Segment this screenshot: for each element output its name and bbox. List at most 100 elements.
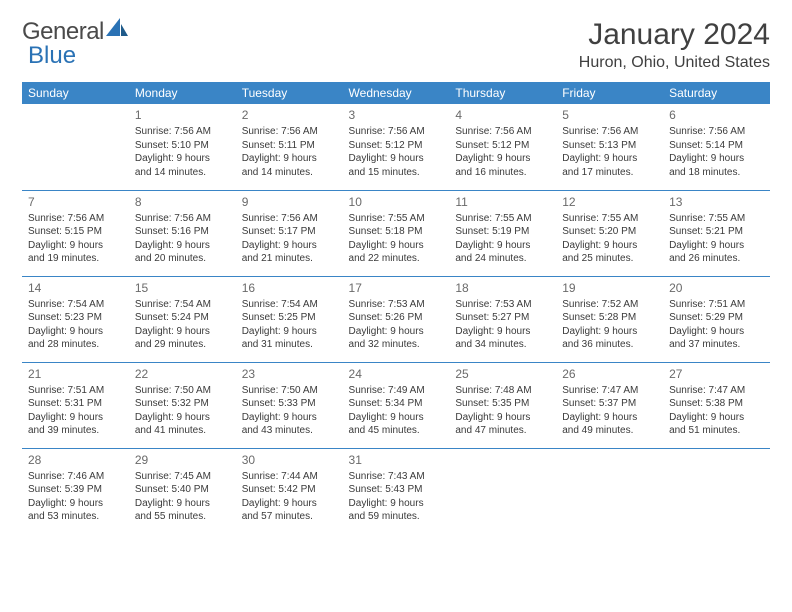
daylight-line1: Daylight: 9 hours	[242, 411, 337, 425]
daylight-line2: and 59 minutes.	[349, 510, 444, 524]
header: General January 2024 Huron, Ohio, United…	[22, 18, 770, 72]
daylight-line1: Daylight: 9 hours	[242, 152, 337, 166]
calendar-cell: 2Sunrise: 7:56 AMSunset: 5:11 PMDaylight…	[236, 104, 343, 190]
calendar-cell	[556, 448, 663, 534]
daylight-line1: Daylight: 9 hours	[28, 325, 123, 339]
sunset-text: Sunset: 5:35 PM	[455, 397, 550, 411]
daylight-line2: and 41 minutes.	[135, 424, 230, 438]
daylight-line2: and 25 minutes.	[562, 252, 657, 266]
day-number: 11	[455, 194, 550, 210]
sunset-text: Sunset: 5:33 PM	[242, 397, 337, 411]
day-number: 16	[242, 280, 337, 296]
sunrise-text: Sunrise: 7:56 AM	[242, 125, 337, 139]
day-number: 29	[135, 452, 230, 468]
location: Huron, Ohio, United States	[579, 54, 770, 72]
calendar-cell: 16Sunrise: 7:54 AMSunset: 5:25 PMDayligh…	[236, 276, 343, 362]
day-number: 25	[455, 366, 550, 382]
day-number: 26	[562, 366, 657, 382]
sunrise-text: Sunrise: 7:56 AM	[135, 212, 230, 226]
daylight-line2: and 29 minutes.	[135, 338, 230, 352]
sunrise-text: Sunrise: 7:56 AM	[28, 212, 123, 226]
sunset-text: Sunset: 5:38 PM	[669, 397, 764, 411]
calendar-cell	[22, 104, 129, 190]
calendar-cell: 1Sunrise: 7:56 AMSunset: 5:10 PMDaylight…	[129, 104, 236, 190]
sunset-text: Sunset: 5:16 PM	[135, 225, 230, 239]
sunset-text: Sunset: 5:40 PM	[135, 483, 230, 497]
calendar-cell: 10Sunrise: 7:55 AMSunset: 5:18 PMDayligh…	[343, 190, 450, 276]
calendar-cell: 3Sunrise: 7:56 AMSunset: 5:12 PMDaylight…	[343, 104, 450, 190]
sunset-text: Sunset: 5:24 PM	[135, 311, 230, 325]
calendar-cell: 12Sunrise: 7:55 AMSunset: 5:20 PMDayligh…	[556, 190, 663, 276]
month-title: January 2024	[579, 18, 770, 52]
day-number: 5	[562, 107, 657, 123]
sunset-text: Sunset: 5:18 PM	[349, 225, 444, 239]
calendar-cell: 4Sunrise: 7:56 AMSunset: 5:12 PMDaylight…	[449, 104, 556, 190]
day-number: 23	[242, 366, 337, 382]
daylight-line2: and 53 minutes.	[28, 510, 123, 524]
daylight-line2: and 31 minutes.	[242, 338, 337, 352]
daylight-line1: Daylight: 9 hours	[669, 411, 764, 425]
day-number: 19	[562, 280, 657, 296]
sunrise-text: Sunrise: 7:55 AM	[669, 212, 764, 226]
daylight-line1: Daylight: 9 hours	[349, 497, 444, 511]
calendar-cell: 24Sunrise: 7:49 AMSunset: 5:34 PMDayligh…	[343, 362, 450, 448]
calendar-cell: 29Sunrise: 7:45 AMSunset: 5:40 PMDayligh…	[129, 448, 236, 534]
sunrise-text: Sunrise: 7:43 AM	[349, 470, 444, 484]
weekday-header: Sunday	[22, 82, 129, 104]
sunrise-text: Sunrise: 7:47 AM	[562, 384, 657, 398]
daylight-line2: and 45 minutes.	[349, 424, 444, 438]
sunrise-text: Sunrise: 7:54 AM	[242, 298, 337, 312]
calendar-cell: 20Sunrise: 7:51 AMSunset: 5:29 PMDayligh…	[663, 276, 770, 362]
daylight-line1: Daylight: 9 hours	[135, 497, 230, 511]
calendar-cell: 14Sunrise: 7:54 AMSunset: 5:23 PMDayligh…	[22, 276, 129, 362]
calendar-row: 28Sunrise: 7:46 AMSunset: 5:39 PMDayligh…	[22, 448, 770, 534]
daylight-line2: and 17 minutes.	[562, 166, 657, 180]
sunrise-text: Sunrise: 7:46 AM	[28, 470, 123, 484]
sunset-text: Sunset: 5:17 PM	[242, 225, 337, 239]
day-number: 22	[135, 366, 230, 382]
day-number: 15	[135, 280, 230, 296]
sunrise-text: Sunrise: 7:56 AM	[349, 125, 444, 139]
calendar-cell: 31Sunrise: 7:43 AMSunset: 5:43 PMDayligh…	[343, 448, 450, 534]
day-number: 27	[669, 366, 764, 382]
weekday-header: Monday	[129, 82, 236, 104]
sunrise-text: Sunrise: 7:53 AM	[349, 298, 444, 312]
sunset-text: Sunset: 5:26 PM	[349, 311, 444, 325]
day-number: 13	[669, 194, 764, 210]
daylight-line2: and 28 minutes.	[28, 338, 123, 352]
sunrise-text: Sunrise: 7:56 AM	[455, 125, 550, 139]
day-number: 7	[28, 194, 123, 210]
daylight-line2: and 22 minutes.	[349, 252, 444, 266]
sunrise-text: Sunrise: 7:48 AM	[455, 384, 550, 398]
daylight-line2: and 18 minutes.	[669, 166, 764, 180]
sunrise-text: Sunrise: 7:55 AM	[455, 212, 550, 226]
daylight-line1: Daylight: 9 hours	[242, 239, 337, 253]
calendar-cell: 8Sunrise: 7:56 AMSunset: 5:16 PMDaylight…	[129, 190, 236, 276]
daylight-line2: and 57 minutes.	[242, 510, 337, 524]
daylight-line2: and 14 minutes.	[242, 166, 337, 180]
calendar-cell: 7Sunrise: 7:56 AMSunset: 5:15 PMDaylight…	[22, 190, 129, 276]
calendar-cell: 19Sunrise: 7:52 AMSunset: 5:28 PMDayligh…	[556, 276, 663, 362]
calendar-cell: 18Sunrise: 7:53 AMSunset: 5:27 PMDayligh…	[449, 276, 556, 362]
daylight-line1: Daylight: 9 hours	[562, 411, 657, 425]
day-number: 2	[242, 107, 337, 123]
sunrise-text: Sunrise: 7:56 AM	[562, 125, 657, 139]
daylight-line2: and 43 minutes.	[242, 424, 337, 438]
sunrise-text: Sunrise: 7:55 AM	[349, 212, 444, 226]
sunset-text: Sunset: 5:14 PM	[669, 139, 764, 153]
sunset-text: Sunset: 5:23 PM	[28, 311, 123, 325]
daylight-line1: Daylight: 9 hours	[669, 239, 764, 253]
daylight-line1: Daylight: 9 hours	[669, 152, 764, 166]
day-number: 20	[669, 280, 764, 296]
day-number: 28	[28, 452, 123, 468]
daylight-line1: Daylight: 9 hours	[455, 325, 550, 339]
daylight-line2: and 39 minutes.	[28, 424, 123, 438]
daylight-line1: Daylight: 9 hours	[135, 325, 230, 339]
day-number: 10	[349, 194, 444, 210]
daylight-line1: Daylight: 9 hours	[135, 411, 230, 425]
daylight-line2: and 49 minutes.	[562, 424, 657, 438]
sunset-text: Sunset: 5:42 PM	[242, 483, 337, 497]
daylight-line2: and 16 minutes.	[455, 166, 550, 180]
daylight-line1: Daylight: 9 hours	[242, 325, 337, 339]
daylight-line1: Daylight: 9 hours	[349, 411, 444, 425]
